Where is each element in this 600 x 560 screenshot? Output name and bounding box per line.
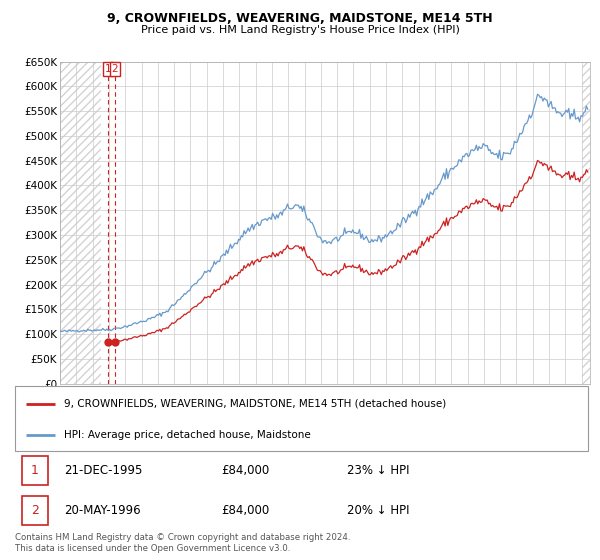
FancyBboxPatch shape	[15, 386, 588, 451]
Bar	[60, 62, 101, 384]
Text: 20% ↓ HPI: 20% ↓ HPI	[347, 505, 410, 517]
Bar	[581, 62, 590, 384]
Text: 1: 1	[105, 64, 112, 74]
Text: 21-DEC-1995: 21-DEC-1995	[64, 464, 142, 477]
FancyBboxPatch shape	[22, 497, 47, 525]
Text: 1: 1	[31, 464, 39, 477]
Bar	[581, 62, 590, 384]
Text: 9, CROWNFIELDS, WEAVERING, MAIDSTONE, ME14 5TH (detached house): 9, CROWNFIELDS, WEAVERING, MAIDSTONE, ME…	[64, 399, 446, 409]
FancyBboxPatch shape	[22, 456, 47, 485]
Text: £84,000: £84,000	[221, 505, 269, 517]
Text: 2: 2	[31, 505, 39, 517]
Text: 2: 2	[112, 64, 118, 74]
Text: 20-MAY-1996: 20-MAY-1996	[64, 505, 140, 517]
Text: Price paid vs. HM Land Registry's House Price Index (HPI): Price paid vs. HM Land Registry's House …	[140, 25, 460, 35]
Text: Contains HM Land Registry data © Crown copyright and database right 2024.
This d: Contains HM Land Registry data © Crown c…	[15, 533, 350, 553]
Text: 9, CROWNFIELDS, WEAVERING, MAIDSTONE, ME14 5TH: 9, CROWNFIELDS, WEAVERING, MAIDSTONE, ME…	[107, 12, 493, 25]
Text: £84,000: £84,000	[221, 464, 269, 477]
Text: HPI: Average price, detached house, Maidstone: HPI: Average price, detached house, Maid…	[64, 430, 310, 440]
Bar	[60, 62, 101, 384]
Text: 23% ↓ HPI: 23% ↓ HPI	[347, 464, 410, 477]
